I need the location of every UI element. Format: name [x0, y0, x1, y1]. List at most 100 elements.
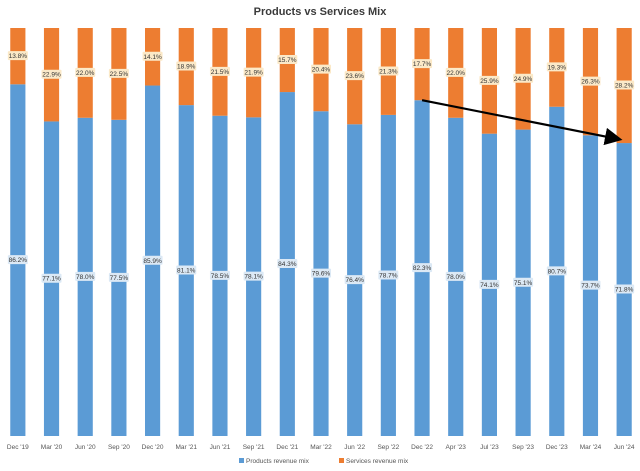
data-label-products: 75.1%: [514, 280, 533, 287]
data-label-products: 74.1%: [480, 282, 499, 289]
label-bg-products: [41, 273, 62, 283]
bars-group: [10, 28, 632, 437]
data-label-services: 18.9%: [177, 64, 196, 71]
data-label-products: 81.1%: [177, 268, 196, 275]
x-tick-label: Dec '19: [7, 444, 29, 451]
label-bg-products: [243, 271, 264, 281]
x-tick-label: Jun '20: [75, 444, 96, 451]
data-label-services: 26.3%: [581, 79, 600, 86]
legend-label: Services revenue mix: [346, 458, 409, 465]
label-bg-services: [243, 67, 264, 77]
label-bg-services: [209, 66, 230, 76]
annotations-group: [421, 99, 623, 146]
label-bg-products: [546, 266, 567, 276]
data-label-services: 14.1%: [143, 54, 162, 61]
data-label-services: 22.9%: [42, 72, 61, 79]
data-label-products: 78.0%: [447, 274, 466, 281]
label-bg-products: [7, 255, 28, 265]
data-label-services: 20.4%: [312, 67, 331, 74]
data-label-services: 13.8%: [9, 53, 28, 60]
x-tick-label: Dec '23: [546, 444, 568, 451]
label-bg-services: [378, 66, 399, 76]
data-label-products: 86.2%: [9, 257, 28, 264]
data-label-products: 80.7%: [548, 268, 567, 275]
label-bg-services: [311, 64, 331, 74]
x-tick-label: Jun '22: [344, 444, 365, 451]
x-tick-label: Sep '21: [243, 444, 265, 451]
data-label-services: 15.7%: [278, 57, 297, 64]
x-tick-label: Mar '22: [310, 444, 332, 451]
label-bg-services: [580, 76, 601, 86]
x-tick-label: Apr '23: [446, 444, 467, 451]
label-bg-products: [614, 284, 635, 294]
label-bg-services: [75, 67, 96, 77]
label-bg-products: [479, 279, 500, 289]
label-bg-services: [41, 69, 62, 79]
data-label-services: 22.0%: [447, 70, 466, 77]
data-label-services: 25.9%: [480, 78, 499, 85]
x-tick-label: Mar '24: [580, 444, 602, 451]
x-tick-label: Mar '20: [41, 444, 63, 451]
data-label-products: 78.1%: [244, 274, 263, 281]
data-label-products: 78.7%: [379, 272, 398, 279]
data-label-products: 77.5%: [110, 275, 129, 282]
data-label-products: 77.1%: [42, 276, 61, 283]
label-bg-products: [378, 270, 399, 280]
label-bg-services: [142, 51, 163, 61]
data-label-services: 21.9%: [244, 70, 263, 77]
x-tick-label: Sep '20: [108, 444, 130, 451]
label-bg-services: [445, 67, 466, 77]
label-bg-services: [412, 59, 433, 69]
data-label-services: 21.3%: [379, 68, 398, 75]
label-bg-products: [108, 272, 129, 282]
data-label-services: 21.5%: [211, 69, 230, 76]
label-bg-services: [546, 62, 567, 72]
x-tick-label: Mar '21: [176, 444, 198, 451]
legend-swatch: [339, 458, 344, 463]
x-tick-label: Jun '21: [210, 444, 231, 451]
label-bg-services: [277, 55, 298, 65]
label-bg-products: [412, 263, 433, 273]
data-label-products: 76.4%: [345, 277, 364, 284]
label-bg-services: [176, 61, 197, 71]
legend-label: Products revenue mix: [246, 458, 310, 465]
data-label-services: 22.5%: [110, 71, 129, 78]
label-bg-products: [580, 280, 601, 290]
data-label-services: 23.6%: [345, 73, 364, 80]
label-bg-products: [209, 270, 230, 280]
data-label-products: 84.3%: [278, 261, 297, 268]
label-bg-services: [108, 68, 129, 78]
x-tick-label: Jun '24: [614, 444, 635, 451]
data-label-products: 85.9%: [143, 258, 162, 265]
label-bg-products: [311, 268, 331, 278]
x-tick-label: Dec '22: [411, 444, 433, 451]
legend: Products revenue mix Services revenue mix: [239, 458, 409, 465]
x-tick-label: Dec '21: [276, 444, 298, 451]
data-label-services: 19.3%: [548, 64, 567, 71]
data-label-products: 79.6%: [312, 271, 331, 278]
label-bg-products: [176, 265, 197, 275]
label-bg-services: [513, 73, 534, 83]
label-bg-products: [445, 271, 466, 281]
label-bg-services: [344, 71, 365, 81]
data-label-services: 17.7%: [413, 61, 432, 68]
trend-arrow: [421, 99, 623, 146]
data-labels-group: 86.2% 13.8% 77.1% 22.9% 78.0% 22.0% 77.5% 22.5%…: [7, 51, 635, 294]
label-bg-services: [614, 80, 635, 90]
label-bg-products: [513, 277, 534, 287]
data-label-products: 73.7%: [581, 283, 600, 290]
x-tick-label: Sep '22: [377, 444, 399, 451]
x-tick-label: Sep '23: [512, 444, 534, 451]
label-bg-products: [277, 259, 298, 269]
data-label-products: 82.3%: [413, 265, 432, 272]
label-bg-services: [479, 75, 500, 85]
data-label-products: 71.8%: [615, 287, 634, 294]
data-label-services: 24.9%: [514, 76, 533, 83]
x-axis-ticks: Dec '19 Mar '20 Jun '20 Sep '20 Dec '20 Mar '…: [7, 444, 635, 451]
data-label-products: 78.0%: [76, 274, 95, 281]
label-bg-products: [142, 255, 163, 265]
label-bg-products: [75, 271, 96, 281]
data-label-products: 78.5%: [211, 273, 230, 280]
data-label-services: 22.0%: [76, 70, 95, 77]
